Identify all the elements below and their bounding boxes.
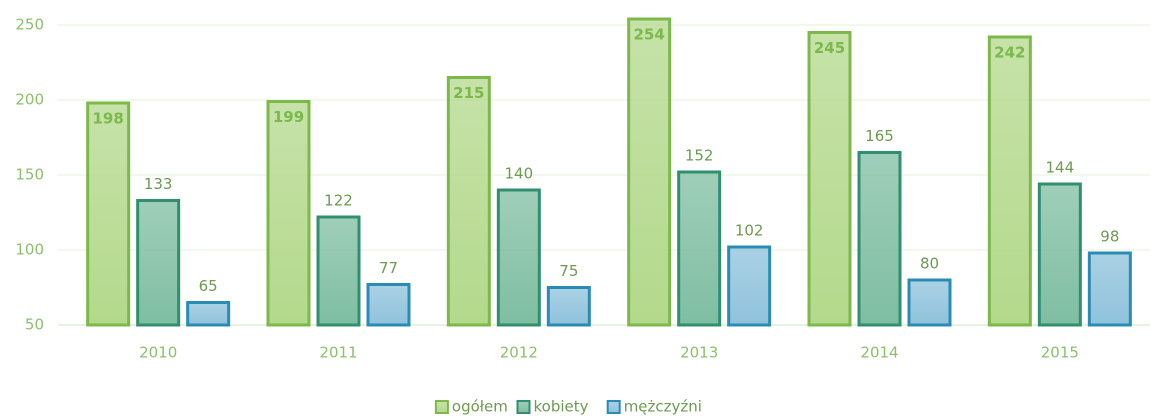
- y-tick-label: 200: [15, 91, 44, 109]
- data-label: 144: [1046, 159, 1075, 177]
- x-tick-label: 2015: [1041, 344, 1079, 362]
- data-label: 133: [144, 175, 173, 193]
- data-label: 75: [559, 262, 578, 280]
- data-label: 165: [865, 127, 894, 145]
- x-tick-label: 2011: [319, 344, 357, 362]
- bar: [496, 188, 541, 327]
- x-tick-label: 2014: [860, 344, 898, 362]
- data-label: 254: [634, 26, 665, 44]
- bar: [186, 301, 231, 327]
- bar: [987, 35, 1032, 327]
- y-tick-label: 250: [15, 16, 44, 34]
- x-tick-label: 2010: [139, 344, 177, 362]
- legend-label: kobiety: [534, 398, 589, 416]
- bar: [86, 101, 131, 327]
- data-label: 140: [505, 165, 534, 183]
- bar: [857, 151, 902, 327]
- data-label: 199: [273, 108, 304, 126]
- bar: [807, 31, 852, 327]
- x-tick-label: 2013: [680, 344, 718, 362]
- bar: [907, 278, 952, 327]
- bar: [727, 245, 772, 327]
- data-label: 245: [814, 39, 845, 57]
- data-label: 102: [735, 222, 764, 240]
- bar: [1087, 251, 1132, 327]
- data-label: 122: [324, 192, 353, 210]
- bar: [136, 199, 181, 327]
- x-tick-label: 2012: [500, 344, 538, 362]
- bar: [446, 76, 491, 327]
- legend-label: ogółem: [452, 398, 508, 416]
- bar: [1037, 182, 1082, 327]
- bar: [627, 17, 672, 327]
- data-label: 242: [994, 44, 1025, 62]
- bar: [366, 283, 411, 327]
- legend-swatch: [516, 400, 531, 414]
- y-tick-label: 150: [15, 166, 44, 184]
- legend-swatch: [606, 400, 621, 414]
- data-label: 65: [199, 277, 218, 295]
- data-label: 98: [1100, 228, 1119, 246]
- bar: [266, 100, 311, 327]
- bar: [316, 215, 361, 327]
- legend-swatch: [434, 400, 449, 414]
- data-label: 80: [920, 255, 939, 273]
- legend-label: mężczyźni: [624, 398, 702, 416]
- data-label: 215: [453, 84, 484, 102]
- data-label: 152: [685, 147, 714, 165]
- y-tick-label: 50: [25, 316, 44, 334]
- y-tick-label: 100: [15, 241, 44, 259]
- data-label: 198: [93, 110, 124, 128]
- data-label: 77: [379, 259, 398, 277]
- bar: [546, 286, 591, 327]
- bar: [677, 170, 722, 327]
